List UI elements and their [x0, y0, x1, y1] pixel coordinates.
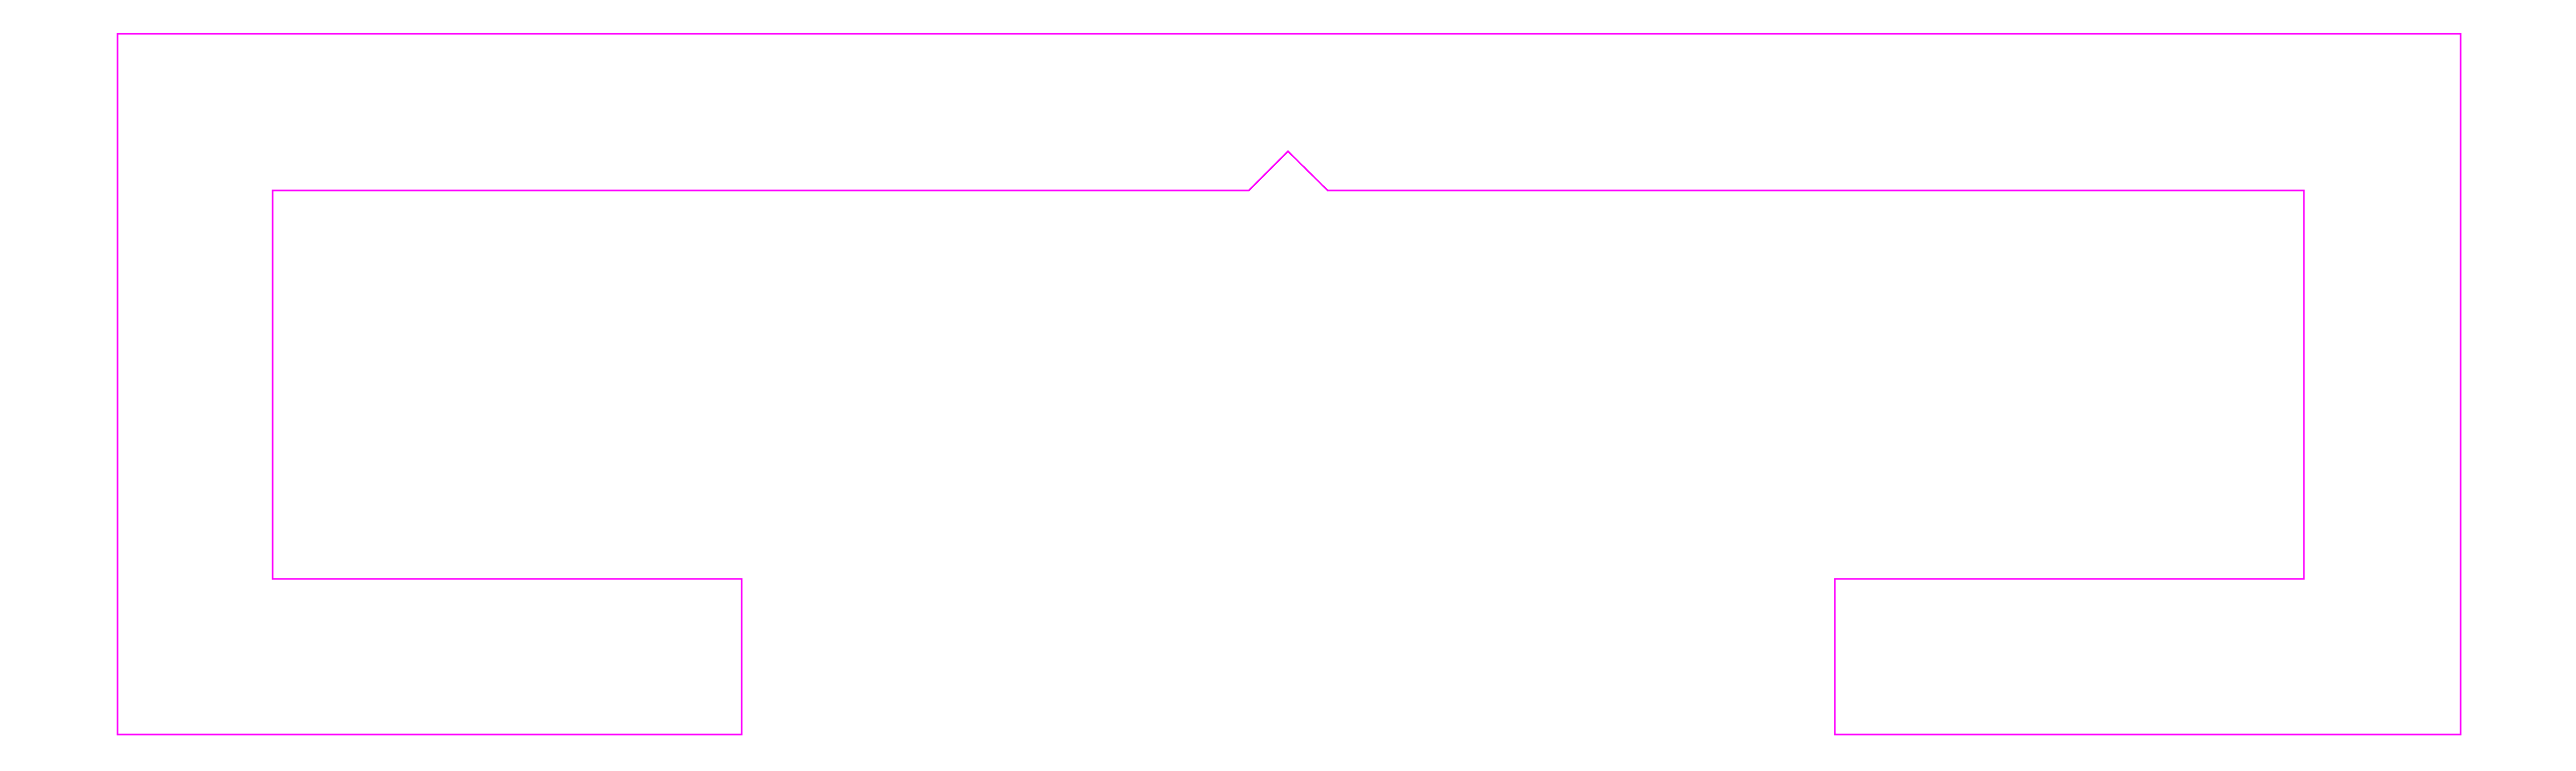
outline-path — [116, 33, 2462, 736]
